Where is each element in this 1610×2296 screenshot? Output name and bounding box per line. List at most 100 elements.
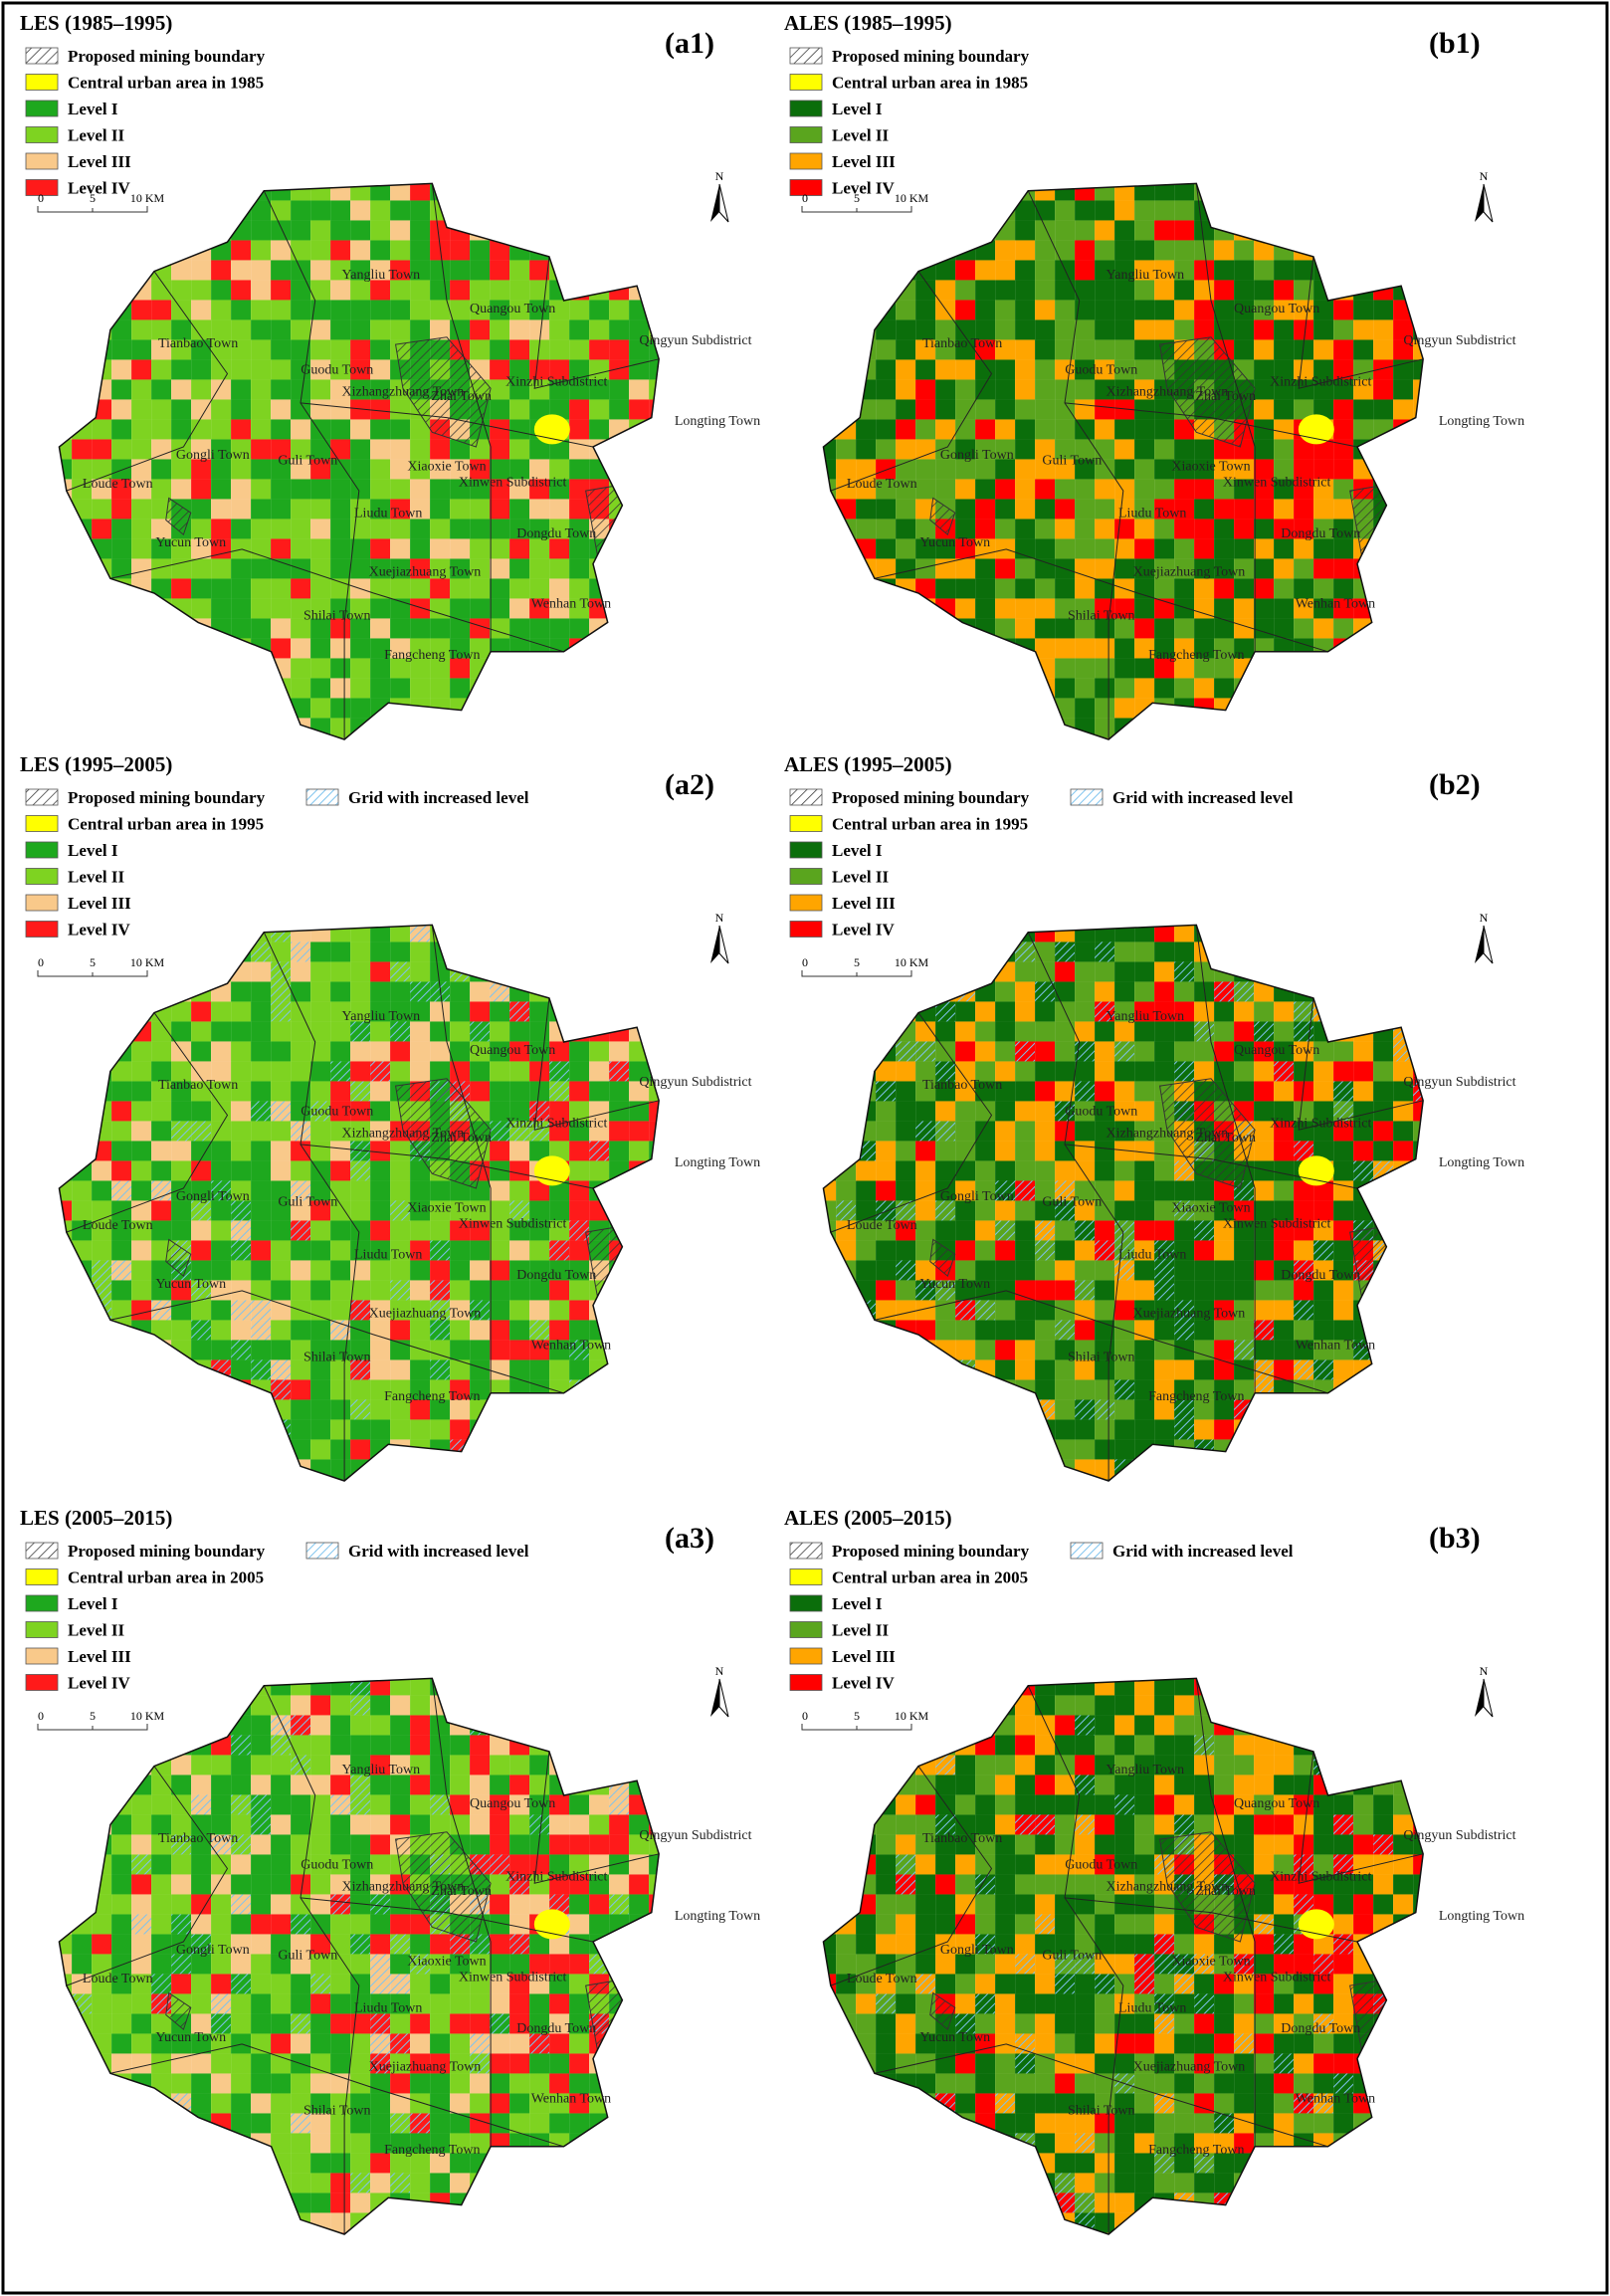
grid-cell (450, 183, 471, 201)
grid-cell (1333, 260, 1354, 281)
increased-cell (430, 1280, 451, 1301)
grid-cell (470, 2013, 491, 2034)
legend-label: Level IV (832, 921, 896, 939)
grid-cell (151, 2113, 172, 2134)
grid-cell (151, 1854, 172, 1875)
grid-cell (291, 1419, 311, 1440)
grid-cell (876, 961, 897, 982)
legend-swatch (789, 126, 823, 143)
grid-cell (1095, 1220, 1115, 1241)
grid-cell (876, 419, 897, 440)
grid-cell (370, 1874, 391, 1895)
panel-title: ALES (1985–1995) (784, 11, 952, 35)
grid-cell (171, 260, 192, 281)
grid-cell (410, 558, 431, 579)
scale-bar (801, 206, 912, 213)
grid-cell (1174, 499, 1195, 520)
grid-cell (390, 1001, 411, 1022)
grid-cell (131, 2093, 152, 2114)
grid-cell (876, 1121, 897, 1142)
grid-cell (490, 1439, 510, 1460)
grid-cell (1274, 538, 1295, 559)
grid-cell (529, 1774, 550, 1795)
town-label: Yangliu Town (342, 268, 421, 283)
grid-cell (529, 1180, 550, 1201)
grid-cell (1174, 1021, 1195, 1042)
grid-cell (111, 1220, 132, 1241)
grid-cell (649, 1200, 660, 1221)
grid-cell (92, 698, 112, 719)
grid-cell (1214, 300, 1235, 320)
grid-cell (1214, 319, 1235, 340)
grid-cell (1393, 678, 1414, 699)
grid-cell (1254, 1121, 1275, 1142)
north-arrow (1475, 184, 1484, 222)
town-label: Quangou Town (1234, 302, 1319, 316)
grid-cell (131, 1280, 152, 1301)
grid-cell (935, 658, 956, 679)
increased-cell (231, 1340, 252, 1360)
grid-cell (1393, 499, 1414, 520)
grid-cell (330, 2113, 351, 2134)
grid-cell (1134, 618, 1155, 639)
grid-cell (529, 1240, 550, 1261)
grid-cell (450, 1300, 471, 1321)
grid-cell (569, 1814, 590, 1835)
grid-cell (1274, 1439, 1295, 1460)
grid-cell (72, 2073, 93, 2094)
grid-cell (569, 1240, 590, 1261)
grid-cell (1095, 1479, 1115, 1481)
grid-cell (1114, 1001, 1135, 1022)
legend-swatch (305, 788, 339, 806)
grid-cell (589, 240, 610, 261)
grid-cell (995, 399, 1016, 420)
increased-cell (430, 1300, 451, 1321)
grid-cell (609, 1081, 630, 1102)
increased-cell (1313, 1001, 1334, 1022)
grid-cell (1095, 618, 1115, 639)
grid-cell (131, 2033, 152, 2054)
grid-cell (151, 1479, 172, 1481)
grid-cell (410, 1678, 431, 1696)
grid-cell (490, 1814, 510, 1835)
grid-cell (1075, 459, 1096, 480)
urban-area (1298, 1155, 1334, 1186)
grid-cell (72, 678, 93, 699)
grid-cell (649, 618, 660, 639)
grid-cell (609, 2153, 630, 2174)
grid-cell (191, 1240, 212, 1261)
increased-cell (629, 2093, 650, 2114)
grid-cell (995, 638, 1016, 659)
grid-cell (1373, 1041, 1394, 1062)
grid-cell (1075, 1479, 1096, 1481)
grid-cell (1234, 578, 1255, 599)
increased-cell (231, 1300, 252, 1321)
grid-cell (72, 1121, 93, 1142)
grid-cell (549, 618, 570, 639)
increased-cell (1393, 1419, 1414, 1440)
grid-cell (1114, 499, 1135, 520)
grid-cell (1194, 1300, 1215, 1321)
increased-cell (370, 1974, 391, 1994)
grid-cell (1413, 240, 1424, 261)
grid-cell (1234, 200, 1255, 221)
grid-cell (836, 280, 857, 301)
grid-cell (450, 1379, 471, 1400)
grid-cell (72, 2093, 93, 2114)
grid-cell (1075, 1101, 1096, 1122)
grid-cell (1333, 1160, 1354, 1181)
grid-cell (72, 479, 93, 500)
grid-cell (1413, 1001, 1424, 1022)
increased-cell (59, 1993, 73, 2014)
grid-cell (975, 183, 996, 201)
grid-cell (410, 1993, 431, 2014)
town-label: Yangliu Town (342, 1009, 421, 1024)
grid-cell (1055, 1459, 1076, 1480)
legend-swatch (789, 100, 823, 117)
grid-cell (171, 1678, 192, 1696)
grid-cell (955, 280, 976, 301)
grid-cell (569, 2033, 590, 2054)
grid-cell (92, 678, 112, 699)
grid-cell (490, 459, 510, 480)
